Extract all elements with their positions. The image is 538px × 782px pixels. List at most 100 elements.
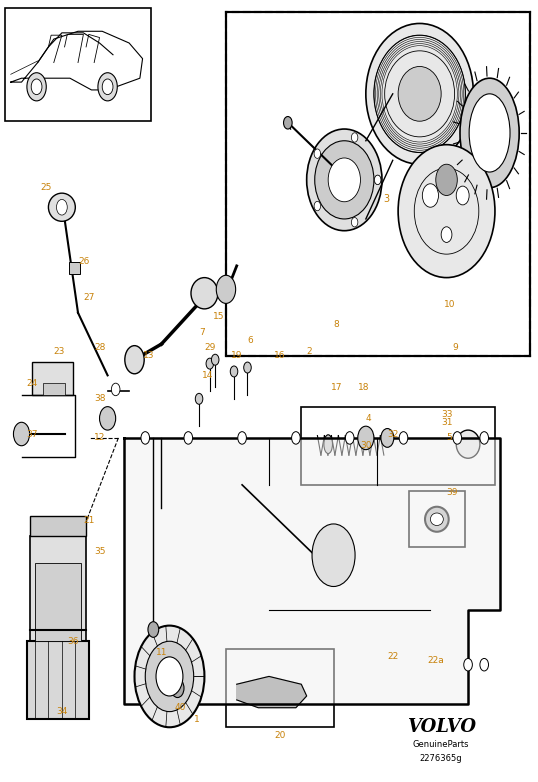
Bar [5,8,151,121]
Text: 16: 16 [274,351,286,361]
Ellipse shape [430,513,443,526]
Circle shape [206,358,214,369]
Circle shape [148,622,159,637]
Text: 30: 30 [360,441,372,450]
Ellipse shape [48,193,75,221]
Text: 22a: 22a [428,656,444,665]
Text: 26: 26 [78,257,89,267]
Text: 33: 33 [441,410,452,419]
Circle shape [351,217,358,227]
Text: 31: 31 [441,418,452,427]
Circle shape [211,354,219,365]
Ellipse shape [315,141,374,219]
Circle shape [13,422,30,446]
Circle shape [314,202,321,211]
Text: GenuineParts: GenuineParts [413,740,470,749]
Text: 8: 8 [334,320,339,329]
Circle shape [31,79,42,95]
Bar [409,491,465,547]
Circle shape [345,432,354,444]
Ellipse shape [460,78,519,188]
Circle shape [156,657,183,696]
Circle shape [441,227,452,242]
Polygon shape [237,676,307,708]
Circle shape [100,407,116,430]
Circle shape [456,186,469,205]
Bar [69,262,80,274]
Circle shape [102,79,113,95]
Text: 11: 11 [156,648,167,658]
Circle shape [464,658,472,671]
Text: 1: 1 [194,715,200,724]
Bar [226,12,530,356]
Ellipse shape [307,129,382,231]
Circle shape [314,149,321,158]
Circle shape [171,679,184,698]
Text: 32: 32 [387,429,399,439]
Text: 25: 25 [40,183,52,192]
Text: 23: 23 [53,347,65,357]
Circle shape [125,346,144,374]
Text: 6: 6 [247,335,253,345]
Bar [226,649,334,727]
Circle shape [399,432,408,444]
Text: 17: 17 [331,382,342,392]
Bar [30,536,86,641]
Circle shape [284,117,292,129]
Circle shape [111,383,120,396]
Circle shape [374,175,381,185]
Circle shape [134,626,204,727]
Polygon shape [124,438,500,704]
Circle shape [184,432,193,444]
Circle shape [145,641,194,712]
Text: 27: 27 [83,292,95,302]
Circle shape [358,426,374,450]
Text: 3: 3 [383,195,390,204]
Bar [35,563,81,641]
Text: 14: 14 [202,371,213,380]
Ellipse shape [324,435,332,454]
Circle shape [238,432,246,444]
Circle shape [292,432,300,444]
Circle shape [27,73,46,101]
Circle shape [480,658,489,671]
Text: 12: 12 [94,433,105,443]
Text: 2276365g: 2276365g [420,754,463,763]
Circle shape [216,275,236,303]
Text: 7: 7 [199,328,205,337]
Ellipse shape [398,66,441,121]
Text: 38: 38 [94,394,105,404]
Circle shape [374,175,381,185]
Text: 19: 19 [231,351,243,361]
Text: 22: 22 [387,652,399,662]
Circle shape [453,432,462,444]
Text: 5: 5 [447,433,452,443]
Text: 4: 4 [366,414,371,423]
Text: 9: 9 [452,343,458,353]
Bar [27,641,89,719]
Circle shape [141,432,150,444]
Text: VOLVO: VOLVO [407,718,476,737]
Circle shape [98,73,117,101]
Text: 39: 39 [446,488,458,497]
Bar [43,383,65,395]
Circle shape [480,432,489,444]
Text: 40: 40 [175,703,186,712]
Text: 15: 15 [213,312,224,321]
Circle shape [422,184,438,207]
Ellipse shape [469,94,510,172]
Text: 24: 24 [26,378,38,388]
Circle shape [195,393,203,404]
Text: 34: 34 [56,707,68,716]
Text: 20: 20 [274,730,286,740]
Bar [30,516,86,536]
Text: 21: 21 [83,515,95,525]
Circle shape [436,164,457,196]
Text: 18: 18 [358,382,369,392]
Circle shape [351,133,358,142]
Circle shape [312,524,355,586]
Text: 37: 37 [26,429,38,439]
Ellipse shape [191,278,218,309]
Ellipse shape [328,158,360,202]
Text: 36: 36 [67,637,79,646]
